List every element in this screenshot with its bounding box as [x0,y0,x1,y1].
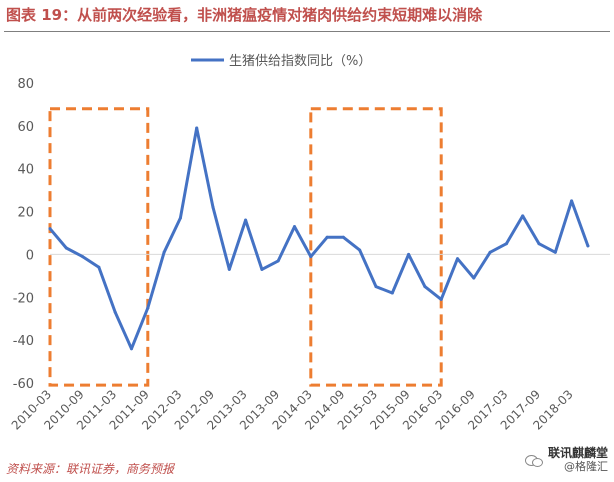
data-point [537,242,541,246]
y-tick-label: -20 [13,291,34,306]
watermark: 联讯麒麟堂 @格隆汇 [524,446,608,474]
y-tick-label: 80 [17,77,34,92]
data-point [374,285,378,289]
data-point [553,250,557,254]
page-title: 图表 19：从前两次经验看，非洲猪瘟疫情对猪肉供给约束短期难以消除 [6,6,483,24]
x-axis: 2010-032010-092011-032011-092012-032012-… [9,387,576,432]
data-point [162,250,166,254]
y-tick-label: -60 [13,377,34,392]
y-axis: -60 -40 -20 0 20 40 60 80 [13,77,34,392]
data-point [472,276,476,280]
data-point [586,244,590,248]
watermark-account: 联讯麒麟堂 [547,446,608,460]
data-point [211,205,215,209]
data-point [439,297,443,301]
legend-label: 生猪供给指数同比（%） [229,54,371,69]
data-point [48,227,52,231]
highlight-boxes [48,107,443,387]
title-divider [4,31,610,32]
data-point [260,267,264,271]
data-point [570,199,574,203]
data-point [358,248,362,252]
data-point [341,235,345,239]
data-point [407,252,411,256]
data-point [504,242,508,246]
data-point [113,310,117,314]
series-group [48,126,590,351]
data-point [325,235,329,239]
y-tick-label: 60 [17,120,34,135]
data-point [244,218,248,222]
data-point [390,291,394,295]
source-note: 资料来源：联讯证券，商务预报 [6,462,175,476]
data-point [227,267,231,271]
highlight-box [48,107,150,387]
data-point [521,214,525,218]
highlight-box [309,107,443,387]
data-point [456,257,459,261]
data-point [97,265,101,269]
watermark-handle: @格隆汇 [564,460,608,473]
data-point [64,246,68,250]
wechat-icon [524,453,543,467]
y-tick-label: 40 [17,163,34,178]
y-tick-label: 0 [26,248,34,263]
data-point [309,255,313,259]
data-point [81,255,85,259]
data-point [293,225,296,229]
data-point [488,250,492,254]
series-line [48,126,590,351]
data-point [276,259,280,263]
data-point [423,285,427,289]
data-point [146,306,150,310]
data-point [130,347,133,351]
data-point [195,126,199,130]
legend: 生猪供给指数同比（%） [191,54,371,69]
y-tick-label: -40 [13,334,34,349]
y-tick-label: 20 [17,206,34,221]
data-point [178,216,182,220]
